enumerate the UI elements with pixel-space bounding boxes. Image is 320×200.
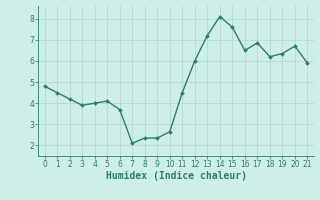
X-axis label: Humidex (Indice chaleur): Humidex (Indice chaleur) [106,171,246,181]
